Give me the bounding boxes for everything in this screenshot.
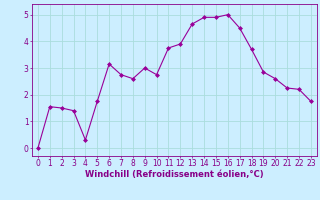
X-axis label: Windchill (Refroidissement éolien,°C): Windchill (Refroidissement éolien,°C) <box>85 170 264 179</box>
